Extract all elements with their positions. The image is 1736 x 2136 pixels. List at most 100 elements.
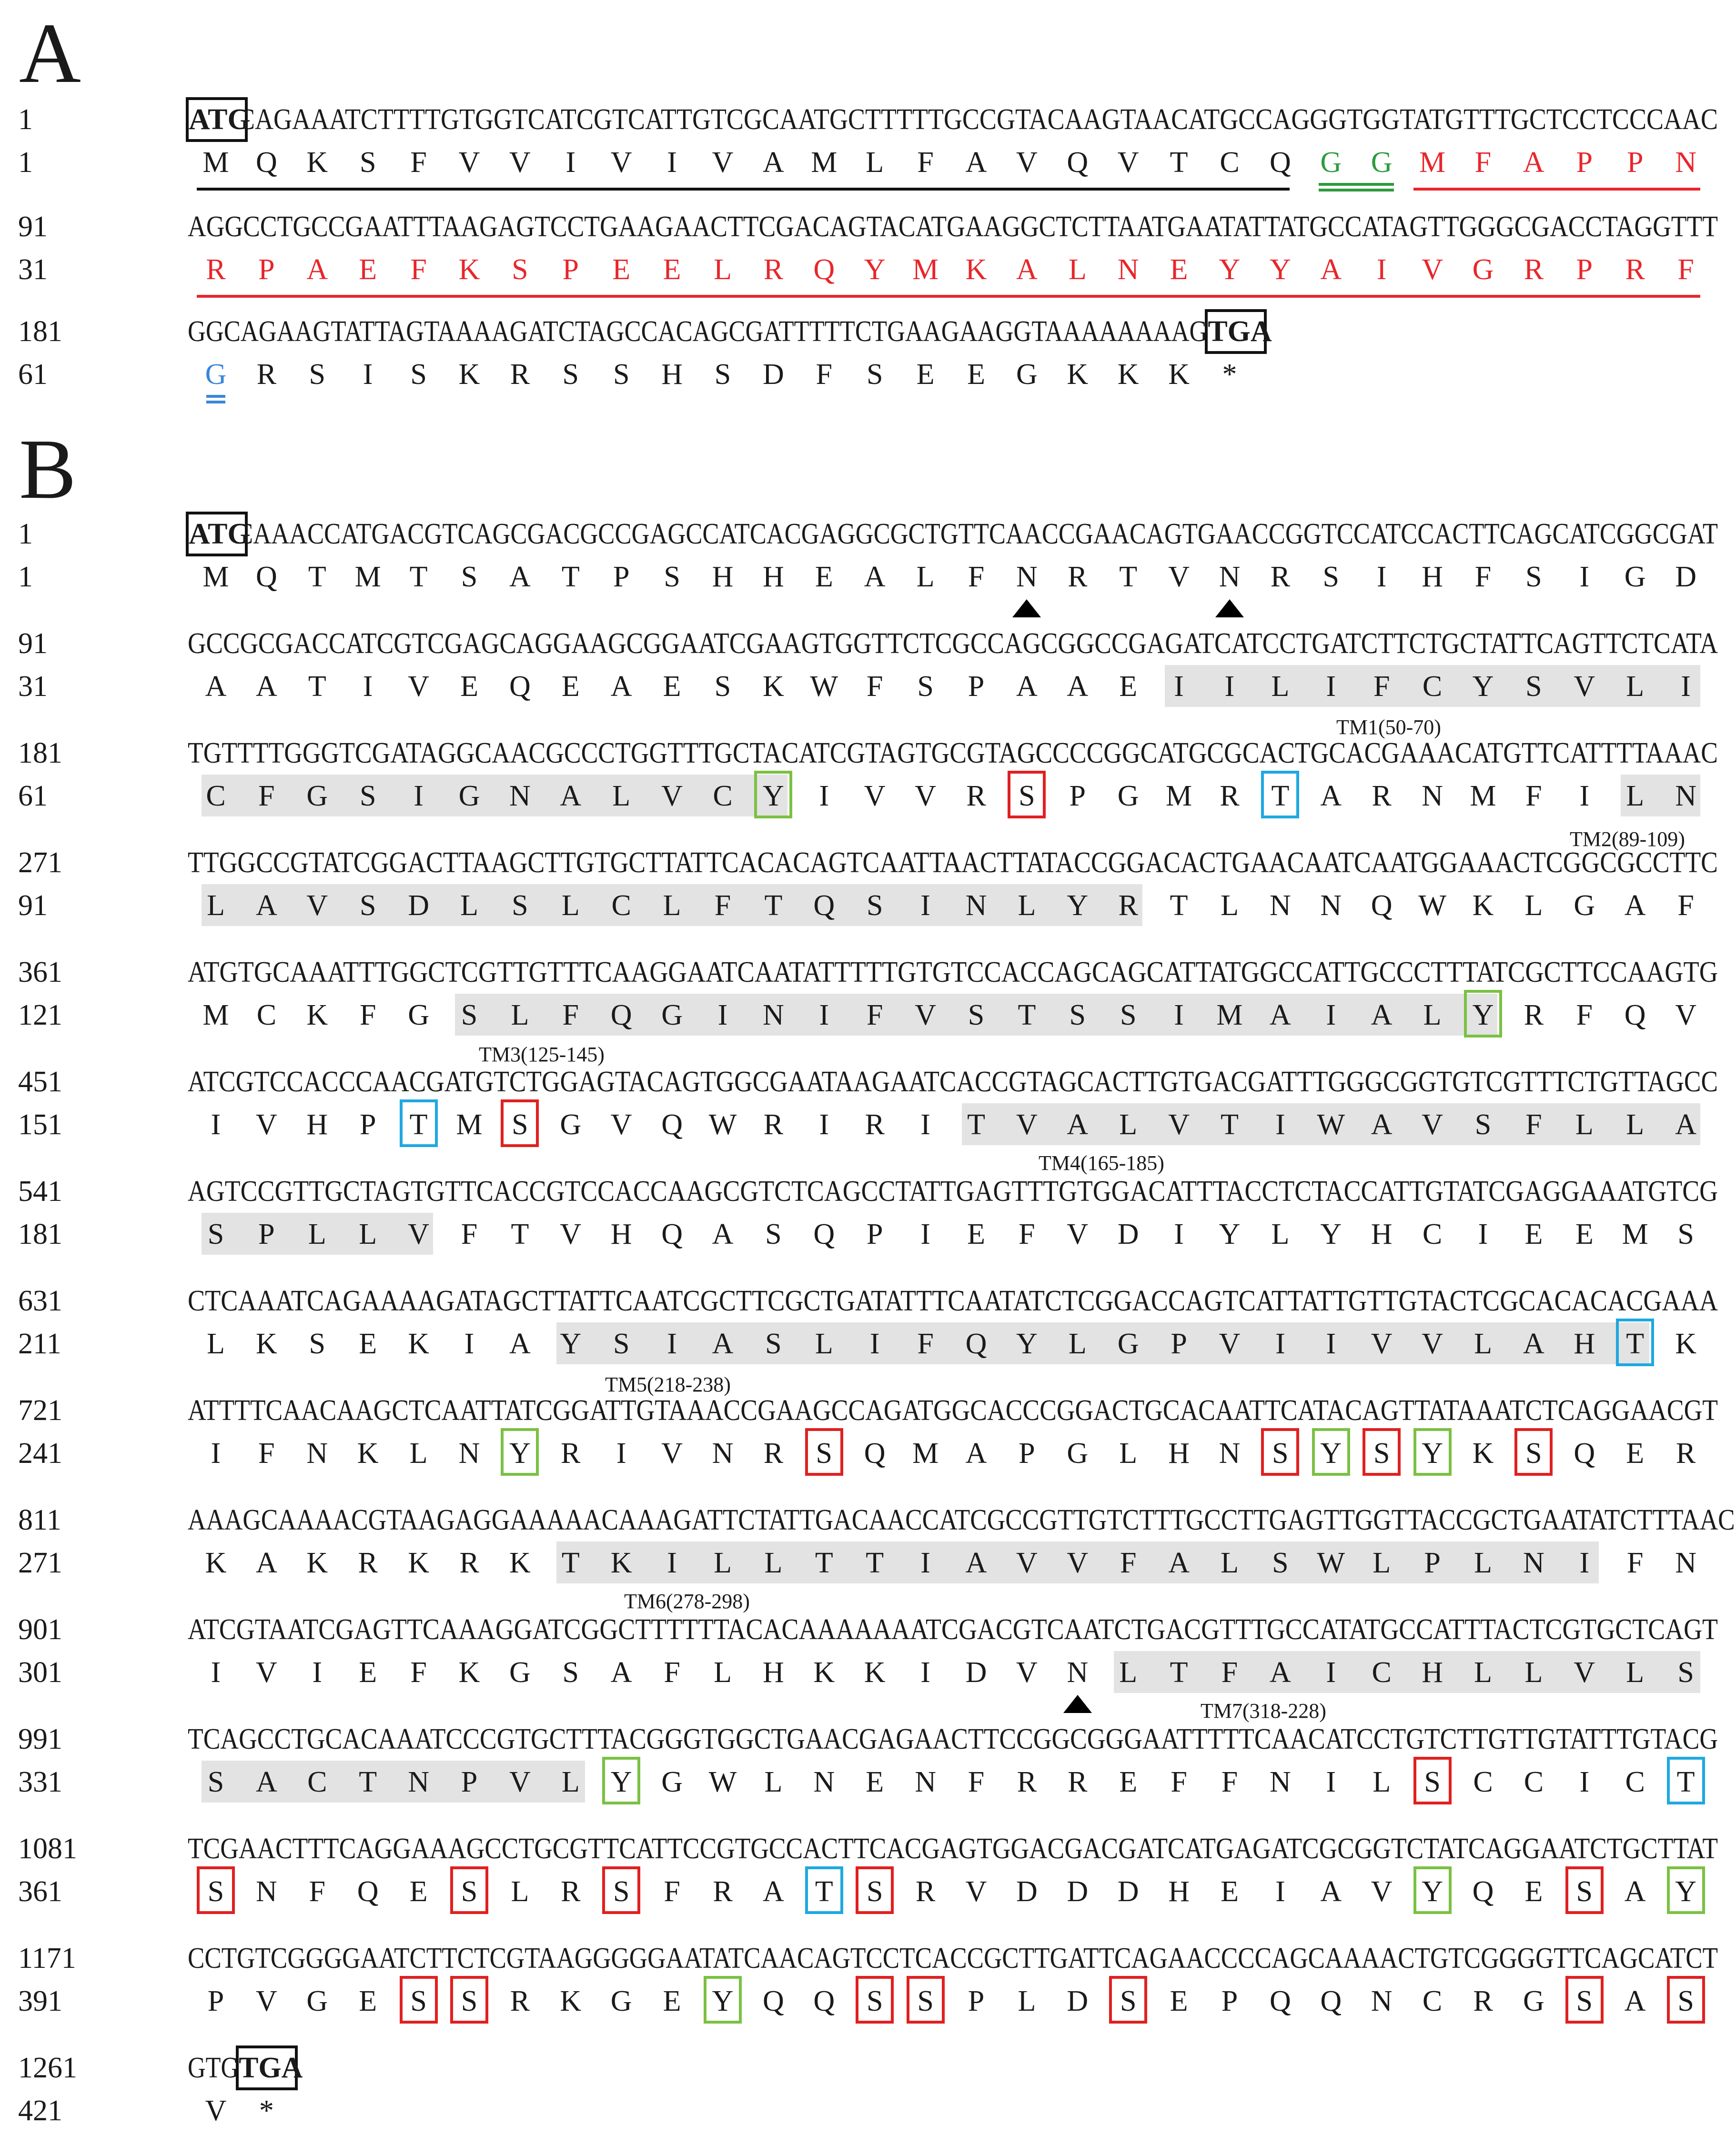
amino-acid: V	[1422, 1108, 1443, 1141]
amino-acid: S	[1525, 1437, 1542, 1470]
amino-acid: I	[1326, 1766, 1336, 1798]
aa-position-number: 331	[18, 1766, 62, 1798]
mature-peptide-underline	[1413, 188, 1700, 191]
amino-acid: I	[869, 1328, 880, 1360]
amino-acid: F	[816, 358, 833, 391]
amino-acid: C	[256, 999, 277, 1031]
amino-acid: I	[1579, 780, 1590, 812]
amino-acid: S	[461, 561, 478, 593]
amino-acid: E	[1119, 1766, 1138, 1798]
amino-acid: E	[967, 1218, 985, 1250]
amino-acid: Y	[509, 1437, 531, 1470]
amino-acid: R	[763, 1108, 784, 1141]
amino-acid: N	[1422, 780, 1443, 812]
amino-acid: V	[1219, 1328, 1241, 1360]
amino-acid: S	[664, 561, 680, 593]
nt-position-number: 1171	[18, 1942, 76, 1975]
amino-acid: L	[1018, 1985, 1036, 2017]
glycine-double-underline	[206, 395, 225, 398]
amino-acid: P	[258, 253, 275, 286]
tm-shading	[202, 1761, 585, 1803]
amino-acid: A	[1067, 670, 1089, 703]
glycine-double-underline	[206, 401, 225, 403]
amino-acid: L	[561, 1766, 580, 1798]
amino-acid: E	[409, 1875, 428, 1908]
amino-acid: Y	[1016, 1328, 1038, 1360]
amino-acid: V	[256, 1985, 277, 2017]
amino-acid: S	[512, 1108, 528, 1141]
amino-acid: S	[1576, 1875, 1593, 1908]
amino-acid: G	[1320, 146, 1342, 179]
amino-acid: M	[202, 561, 229, 593]
amino-acid: I	[1326, 999, 1336, 1031]
amino-acid: F	[714, 889, 731, 922]
amino-acid: G	[458, 780, 480, 812]
amino-acid: R	[1625, 253, 1645, 286]
amino-acid: K	[306, 146, 328, 179]
amino-acid: P	[562, 253, 579, 286]
nt-position-number: 271	[18, 846, 62, 879]
amino-acid: E	[1524, 1218, 1543, 1250]
amino-acid: T	[764, 889, 783, 922]
nt-position-number: 361	[18, 956, 62, 988]
serine-site-box	[1413, 1757, 1452, 1804]
tyrosine-site-box	[1464, 990, 1502, 1038]
tm-domain-label: TM4(165-185)	[1039, 1151, 1164, 1175]
amino-acid: R	[865, 1108, 885, 1141]
amino-acid: P	[1069, 780, 1086, 812]
amino-acid: T	[1119, 561, 1138, 593]
amino-acid: N	[813, 1766, 835, 1798]
amino-acid: P	[1019, 1437, 1035, 1470]
tm-shading	[962, 1103, 1700, 1145]
amino-acid: I	[616, 1437, 626, 1470]
amino-acid: C	[713, 780, 733, 812]
tyrosine-site-box	[754, 771, 793, 818]
amino-acid: V	[915, 999, 936, 1031]
amino-acid: L	[1119, 1108, 1138, 1141]
amino-acid: F	[866, 999, 883, 1031]
amino-acid: I	[1681, 670, 1691, 703]
amino-acid: Q	[1371, 889, 1393, 922]
amino-acid: S	[1272, 1547, 1289, 1579]
amino-acid: I	[211, 1437, 221, 1470]
amino-acid: F	[258, 780, 275, 812]
amino-acid: G	[306, 780, 328, 812]
tm-shading	[202, 884, 1143, 926]
amino-acid: S	[207, 1766, 224, 1798]
amino-acid: F	[1626, 1547, 1644, 1579]
amino-acid: V	[1574, 1656, 1595, 1689]
amino-acid: A	[965, 146, 987, 179]
amino-acid: M	[912, 1437, 939, 1470]
amino-acid: S	[968, 999, 985, 1031]
amino-acid: S	[207, 1218, 224, 1250]
amino-acid: N	[1523, 1547, 1544, 1579]
amino-acid: L	[764, 1547, 783, 1579]
nt-position-number: 901	[18, 1613, 62, 1646]
aa-position-number: 361	[18, 1875, 62, 1908]
nucleotide-sequence: GCCGCGACCATCGTCGAGCAGGAAGCGGAATCGAAGTGGT…	[188, 627, 1718, 660]
amino-acid: F	[1171, 1766, 1187, 1798]
amino-acid: F	[1019, 1218, 1035, 1250]
amino-acid: H	[763, 561, 784, 593]
amino-acid: N	[763, 999, 784, 1031]
amino-acid: F	[968, 1766, 985, 1798]
amino-acid: Q	[1574, 1437, 1595, 1470]
amino-acid: A	[1168, 1547, 1190, 1579]
nucleotide-sequence: CTCAAATCAGAAAAGATAGCTTATTCAATCGCTTCGCTGA…	[188, 1285, 1718, 1317]
amino-acid: C	[307, 1766, 327, 1798]
amino-acid: W	[1317, 1108, 1345, 1141]
amino-acid: I	[1275, 1875, 1285, 1908]
amino-acid: A	[1624, 1875, 1646, 1908]
amino-acid: T	[561, 1547, 580, 1579]
amino-acid: I	[1275, 1108, 1285, 1141]
amino-acid: S	[1677, 1985, 1694, 2017]
amino-acid: A	[965, 1437, 987, 1470]
amino-acid: F	[359, 999, 376, 1031]
aa-position-number: 301	[18, 1656, 62, 1689]
amino-acid: T	[1170, 1656, 1188, 1689]
amino-acid: V	[1016, 146, 1038, 179]
glycine-double-underline	[1318, 189, 1394, 191]
amino-acid: L	[1119, 1437, 1138, 1470]
amino-acid: K	[763, 670, 784, 703]
